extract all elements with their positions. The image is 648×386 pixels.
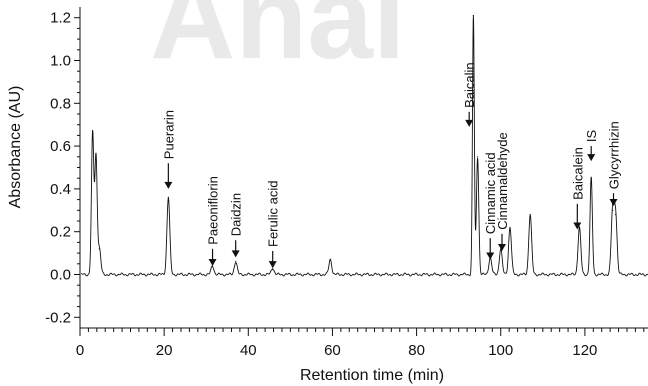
peak-point bbox=[590, 177, 592, 179]
peak-point bbox=[211, 265, 214, 267]
peak-point bbox=[578, 226, 581, 229]
annotation-arrowhead bbox=[465, 119, 474, 127]
axes: -0.2 0.0 0.2 0.4 0.6 0.8 1.0 1.2 0 20 40 60 80 100 120 bbox=[45, 7, 648, 359]
x-tick-label: 0 bbox=[76, 342, 84, 359]
peak-point bbox=[98, 248, 100, 250]
y-tick-label: 1.0 bbox=[50, 53, 71, 70]
x-tick-label: 60 bbox=[324, 342, 341, 359]
annotation-arrowhead bbox=[498, 243, 507, 251]
peak-point bbox=[612, 209, 614, 211]
chromatogram-trace bbox=[81, 15, 648, 277]
y-tick-label: 1.2 bbox=[50, 10, 71, 27]
peak-point bbox=[477, 156, 479, 158]
annotation-label: Puerarin bbox=[161, 110, 176, 159]
x-tick-label: 20 bbox=[156, 342, 173, 359]
peak-point bbox=[529, 213, 531, 216]
annotation-arrowhead bbox=[486, 252, 495, 260]
annotation-label: Glycyrrhizin bbox=[607, 121, 622, 189]
peak-point bbox=[615, 213, 617, 216]
peak-point bbox=[92, 132, 94, 134]
annotation-arrowhead bbox=[268, 261, 277, 269]
annotations: Puerarin Paeoniflorin Daidzin Ferulic acid B… bbox=[161, 62, 622, 269]
y-tick-label: -0.2 bbox=[45, 309, 71, 326]
peak-point bbox=[167, 196, 169, 199]
y-tick-label: 0.8 bbox=[50, 95, 71, 112]
x-tick-label: 100 bbox=[488, 342, 513, 359]
peak-point bbox=[235, 261, 237, 263]
annotation-label: Paeoniflorin bbox=[206, 176, 221, 245]
annotation-arrowhead bbox=[164, 181, 173, 189]
y-axis-title: Absorbance (AU) bbox=[7, 86, 24, 209]
y-tick-label: 0.0 bbox=[50, 267, 71, 284]
annotation-label: Cinnamic acid bbox=[483, 152, 498, 234]
peak-point bbox=[509, 226, 511, 229]
peak-point bbox=[329, 258, 331, 261]
y-tick-label: 0.2 bbox=[50, 224, 71, 241]
x-axis-title: Retention time (min) bbox=[300, 367, 444, 384]
annotation-label: Daidzin bbox=[229, 193, 244, 236]
annotation-label: Baicalein bbox=[570, 147, 585, 200]
annotation-arrowhead bbox=[587, 154, 596, 162]
annotation-label: Cinnamaldehyde bbox=[495, 132, 510, 230]
annotation-label: Ferulic acid bbox=[266, 181, 281, 247]
peak-point bbox=[95, 156, 97, 158]
annotation-arrowhead bbox=[231, 250, 240, 258]
y-tick-label: 0.4 bbox=[50, 181, 71, 198]
watermark: Anal bbox=[150, 0, 406, 84]
x-tick-label: 80 bbox=[408, 342, 425, 359]
x-tick-label: 120 bbox=[572, 342, 597, 359]
y-tick-label: 0.6 bbox=[50, 138, 71, 155]
annotation-label: Baicalin bbox=[462, 62, 477, 108]
annotation-label: IS bbox=[584, 129, 599, 142]
annotation-arrowhead bbox=[573, 222, 582, 230]
x-tick-label: 40 bbox=[240, 342, 257, 359]
annotation-arrowhead bbox=[609, 199, 618, 207]
peak-point bbox=[472, 14, 474, 17]
annotation-arrowhead bbox=[208, 258, 217, 266]
